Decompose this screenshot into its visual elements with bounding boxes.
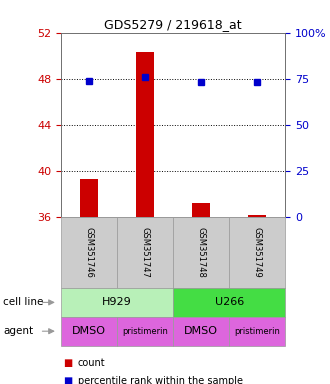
Text: pristimerin: pristimerin bbox=[234, 327, 280, 336]
Text: DMSO: DMSO bbox=[184, 326, 218, 336]
Text: pristimerin: pristimerin bbox=[122, 327, 168, 336]
Bar bbox=[80, 179, 98, 217]
Text: agent: agent bbox=[3, 326, 33, 336]
Text: DMSO: DMSO bbox=[72, 326, 106, 336]
Text: ■: ■ bbox=[63, 376, 72, 384]
Text: GSM351747: GSM351747 bbox=[141, 227, 150, 278]
Bar bbox=[248, 215, 266, 217]
Text: H929: H929 bbox=[102, 297, 132, 308]
Text: ■: ■ bbox=[63, 358, 72, 368]
Title: GDS5279 / 219618_at: GDS5279 / 219618_at bbox=[104, 18, 242, 31]
Bar bbox=[136, 52, 154, 217]
Text: U266: U266 bbox=[215, 297, 244, 308]
Text: GSM351748: GSM351748 bbox=[197, 227, 206, 278]
Bar bbox=[192, 203, 210, 217]
Text: percentile rank within the sample: percentile rank within the sample bbox=[78, 376, 243, 384]
Text: cell line: cell line bbox=[3, 297, 44, 308]
Text: GSM351746: GSM351746 bbox=[84, 227, 94, 278]
Text: GSM351749: GSM351749 bbox=[253, 227, 262, 278]
Text: count: count bbox=[78, 358, 105, 368]
